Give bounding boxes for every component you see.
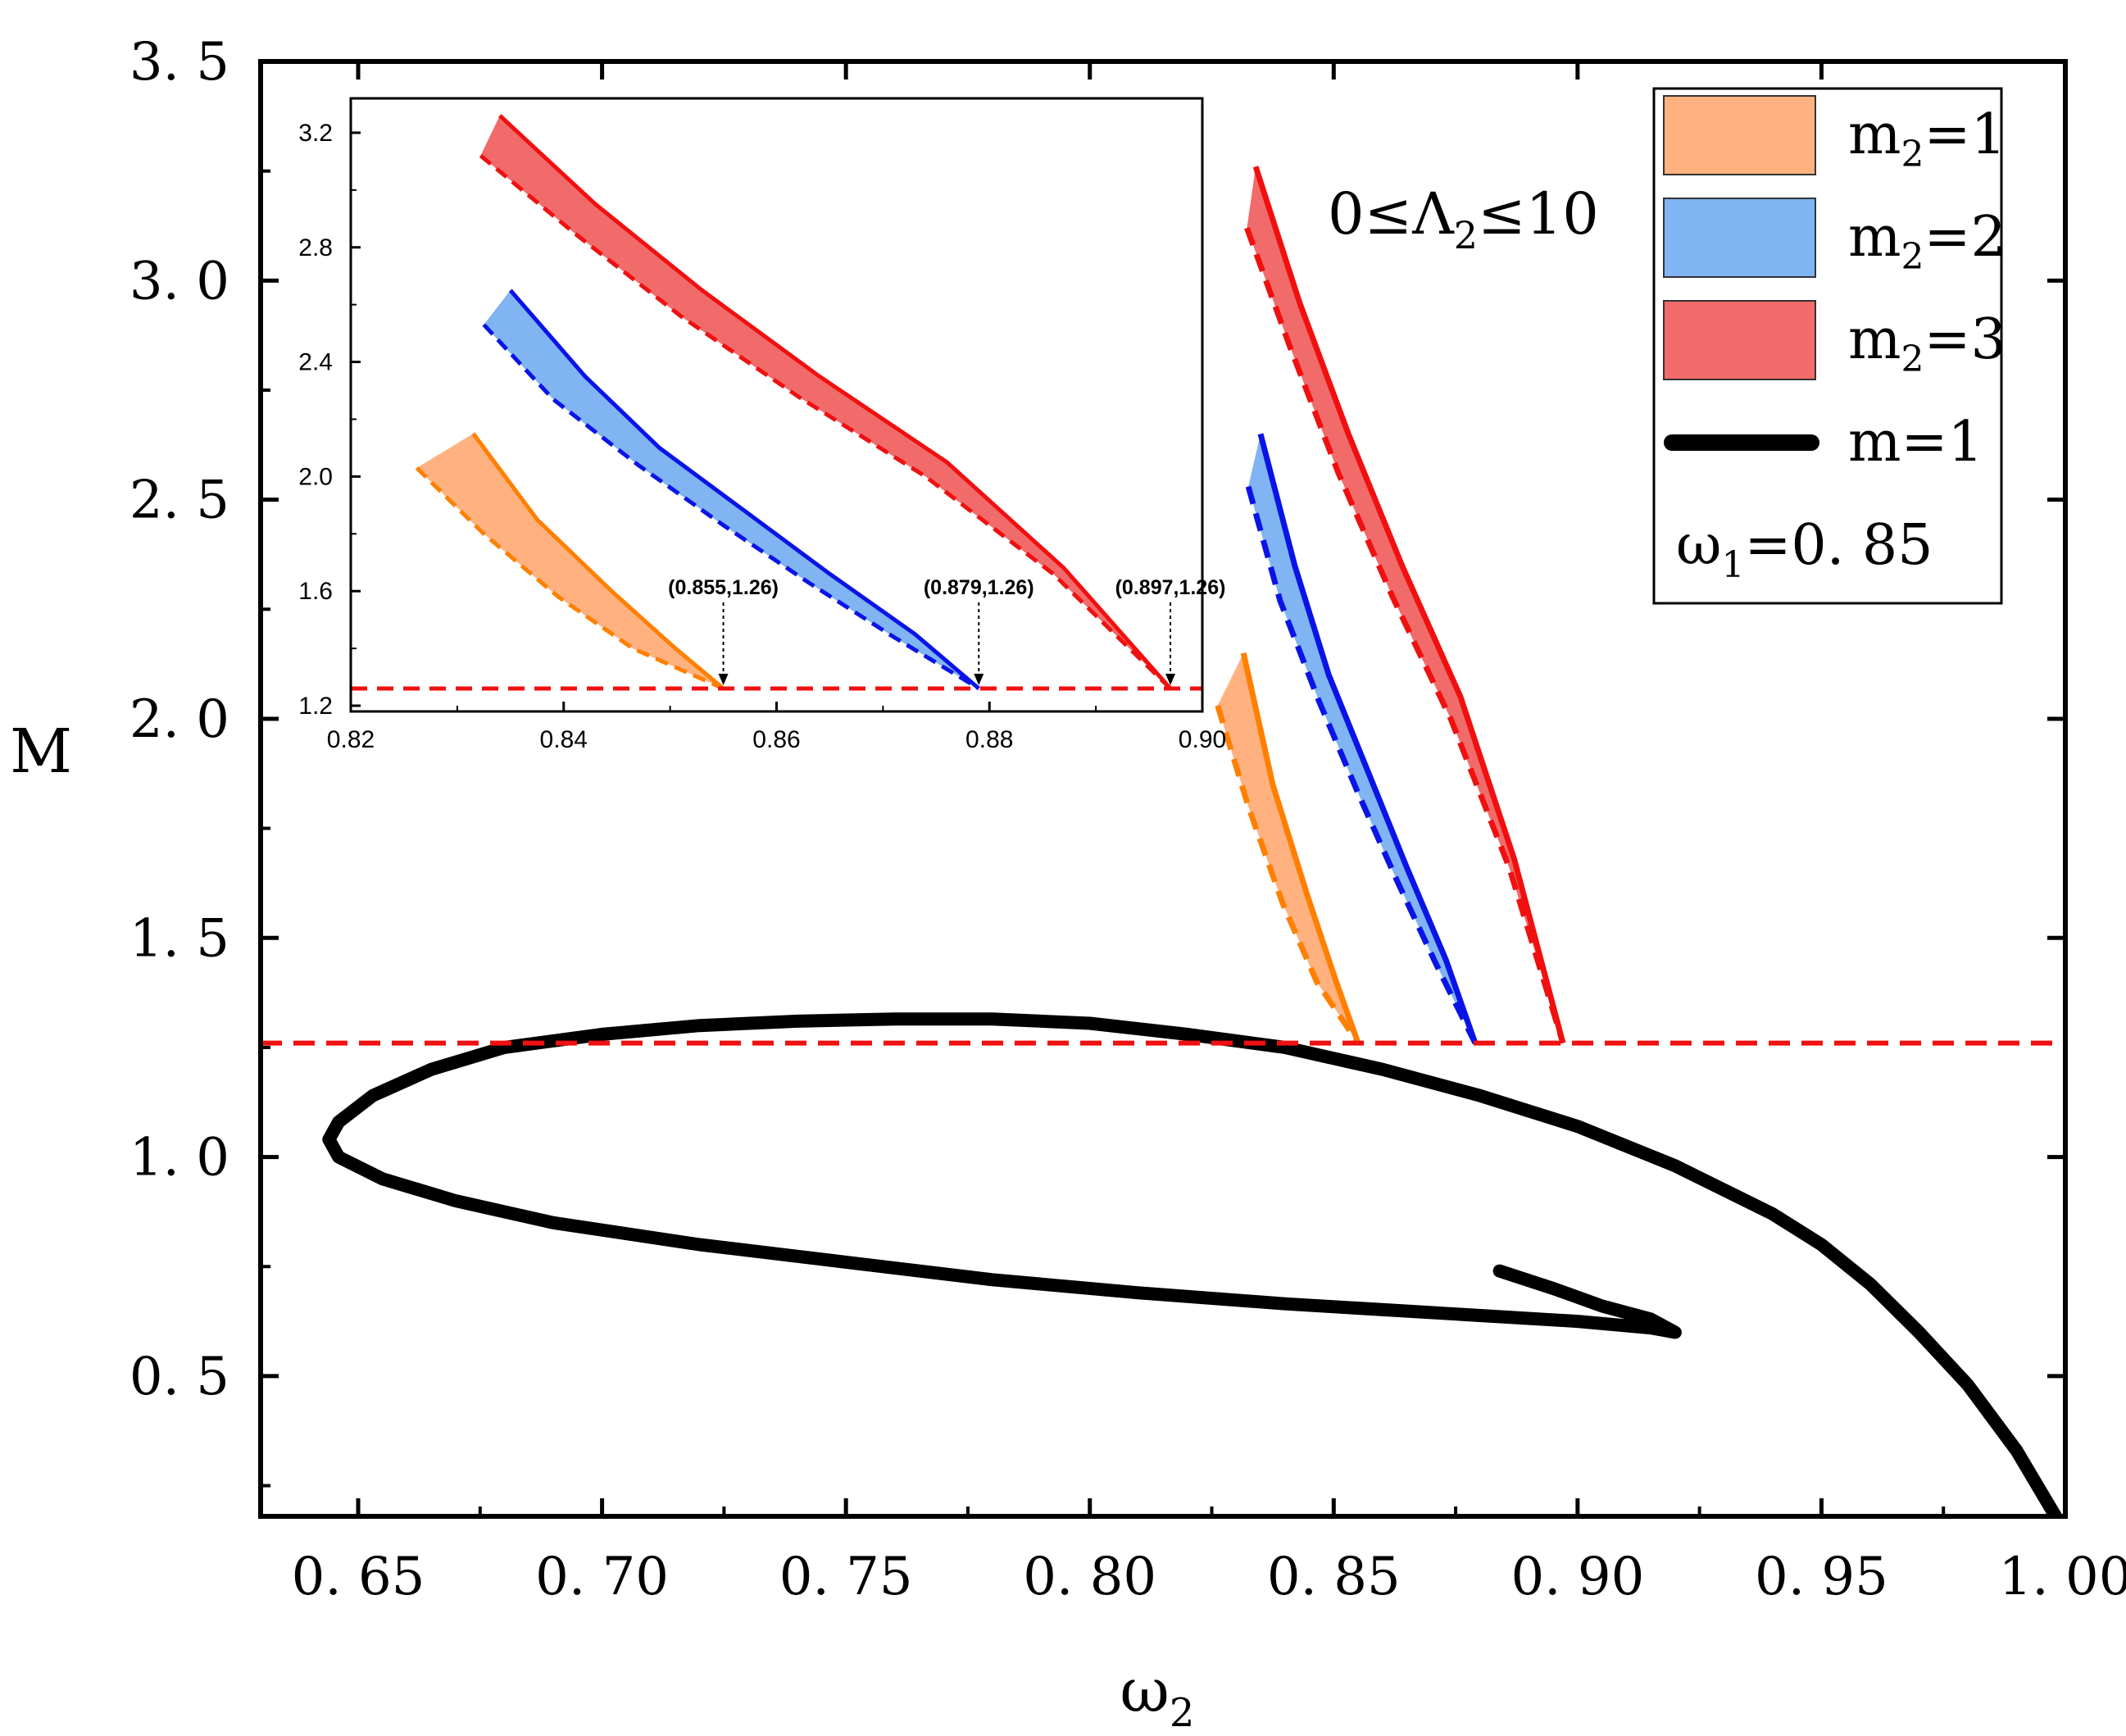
x-tick-label: 0. 90 [1510,1547,1644,1607]
x-tick-label: 0. 70 [535,1547,669,1607]
lambda-range-annotation: 0≤Λ2≤10 [1328,180,1599,257]
inset-point-label: (0.897,1.26) [1115,576,1226,599]
legend-omega-value: =0. 85 [1744,513,1933,578]
legend-label: m=1 [1848,410,1983,475]
band-m2=3 [1247,166,1563,1043]
upper-bound-m2=3 [1252,166,1566,1044]
legend-label-tail: =1 [1924,102,2006,167]
inset-background [351,98,1202,711]
y-tick-label: 1. 0 [129,1128,229,1188]
inset-y-tick-label: 3.2 [298,120,333,147]
legend-label: m2=2 [1848,205,2006,278]
legend-label: m2=3 [1848,307,2006,380]
lambda-range-text: 0≤Λ [1328,180,1455,248]
inset-lower-m2=2 [482,323,980,691]
x-tick-label: 1. 00 [1999,1547,2126,1607]
inset-x-tick-label: 0.90 [1179,726,1226,753]
upper-bound-m2=2 [1257,433,1479,1044]
x-axis-label-subscript: 2 [1170,1690,1195,1736]
x-axis-label-symbol: ω [1120,1656,1170,1726]
inset-point-label: (0.855,1.26) [668,576,779,599]
inset-x-tick-label: 0.84 [540,726,588,753]
inset-y-tick-label: 2.0 [298,463,333,490]
inset-y-tick-label: 1.6 [298,578,333,605]
x-tick-label: 0. 75 [779,1547,913,1607]
upper-bound-m2=1 [1240,652,1361,1044]
legend-label-text: m [1848,102,1901,167]
lower-bound-m2=1 [1215,704,1361,1045]
inset-arrow-head [718,674,729,686]
legend-omega-symbol: ω [1676,513,1721,578]
y-tick-label: 3. 5 [129,32,229,93]
legend-swatch-blue [1663,198,1816,278]
curve-m=1 [322,1012,2063,1516]
inset-upper-m2=2 [508,289,980,690]
inset-band-m2=3 [480,116,1170,688]
inset-y-tick-label: 2.4 [298,349,333,376]
main-plot-frame [258,59,2068,1519]
legend-swatch-orange [1663,95,1816,175]
x-tick-label: 0. 80 [1023,1547,1156,1607]
legend-label-subscript: 2 [1901,134,1924,175]
legend-label-tail: =3 [1924,307,2006,372]
legend-label-text: m=1 [1848,410,1983,475]
lower-bound-m2=2 [1245,485,1479,1045]
legend-omega-subscript: 1 [1721,544,1744,586]
x-axis-label: ω2 [1120,1656,1195,1736]
inset-upper-m2=1 [471,432,725,690]
inset-x-tick-label: 0.88 [965,726,1013,753]
y-tick-label: 2. 5 [129,470,229,531]
inset-point-label: (0.879,1.26) [924,576,1034,599]
inset-y-tick-label: 2.8 [298,234,333,261]
legend-label-text: m [1848,205,1901,270]
legend-label-subscript: 2 [1901,339,1924,380]
inset-y-tick-label: 1.2 [298,693,333,720]
inset-x-tick-label: 0.82 [327,726,375,753]
x-tick-label: 0. 65 [292,1547,425,1607]
x-tick-label: 0. 95 [1755,1547,1888,1607]
inset-upper-m2=3 [498,114,1172,690]
y-axis-label: M [10,716,72,787]
inset-x-tick-label: 0.86 [752,726,800,753]
legend-label-text: m [1848,307,1901,372]
inset-arrow-head [974,674,984,686]
main-plot-series [322,166,2063,1516]
lambda-range-subscript: 2 [1454,213,1478,257]
legend-omega-note: ω1=0. 85 [1676,513,1933,586]
inset-lower-m2=3 [479,153,1172,690]
lambda-range-tail: ≤10 [1478,180,1599,248]
y-tick-label: 2. 0 [129,689,229,750]
inset-plot: (0.855,1.26) (0.879,1.26) (0.897,1.26) 0.82… [298,97,1226,753]
y-tick-label: 0. 5 [129,1347,229,1407]
legend: m2=1m2=2m2=3m=1ω1=0. 85 [1652,87,2006,605]
inset-arrow-head [1165,674,1176,686]
x-tick-label: 0. 85 [1267,1547,1401,1607]
inset-series [351,114,1202,691]
main-axes: 0. 65 0. 70 0. 75 0. 80 0. 85 0. 90 0. 95 1. 00… [129,32,2126,1607]
y-tick-label: 1. 5 [129,908,229,969]
y-tick-label: 3. 0 [129,251,229,311]
legend-swatch-red [1663,300,1816,380]
inset-lower-m2=1 [415,466,725,691]
lower-bound-m2=3 [1244,227,1566,1044]
legend-label-subscript: 2 [1901,236,1924,278]
legend-label: m2=1 [1848,102,2006,175]
legend-label-tail: =2 [1924,205,2006,270]
